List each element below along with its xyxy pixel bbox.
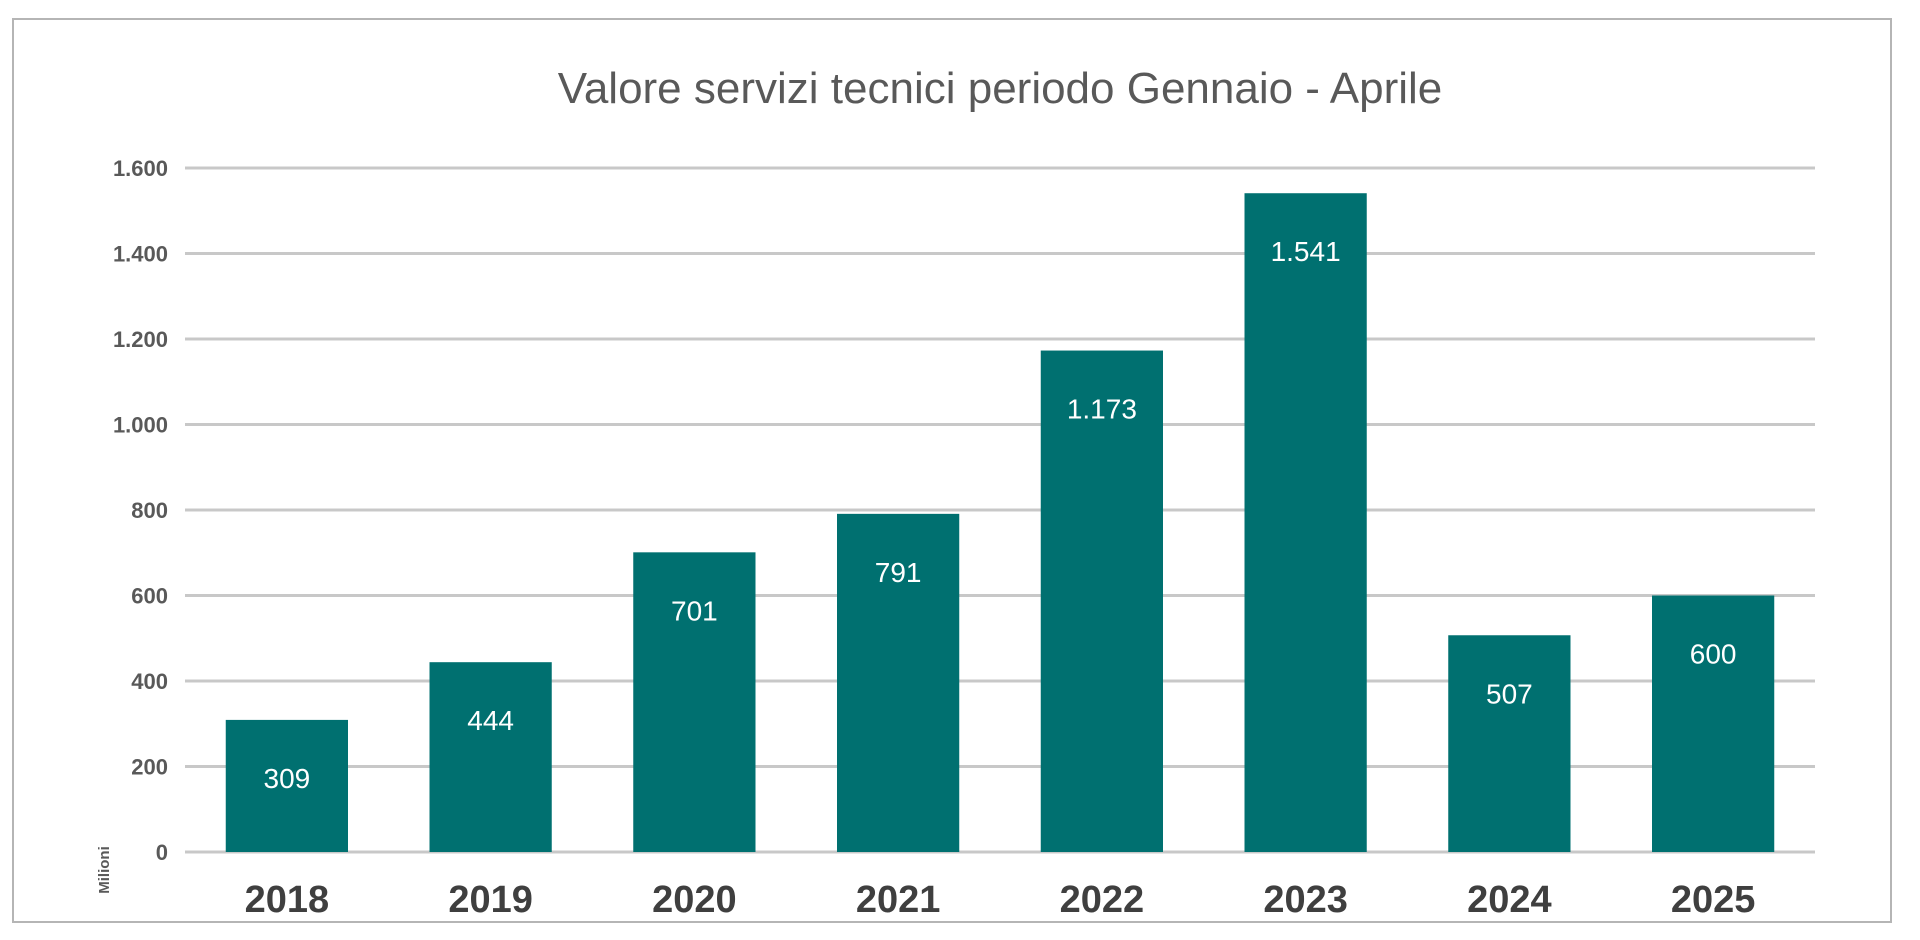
data-label-2022: 1.173 — [1067, 394, 1137, 425]
bar-2020 — [633, 552, 756, 852]
y-tick-label: 600 — [131, 584, 168, 609]
bar-2021 — [837, 513, 960, 852]
y-tick-label: 1.400 — [113, 242, 168, 267]
bar-2024 — [1448, 635, 1571, 852]
x-tick-label-2025: 2025 — [1671, 879, 1756, 921]
x-tick-label-2018: 2018 — [245, 879, 330, 921]
y-tick-label: 400 — [131, 669, 168, 694]
y-tick-label: 200 — [131, 755, 168, 780]
data-label-2023: 1.541 — [1271, 236, 1341, 267]
x-tick-label-2022: 2022 — [1060, 879, 1145, 921]
y-tick-label: 1.600 — [113, 156, 168, 181]
y-tick-label: 800 — [131, 498, 168, 523]
x-tick-label-2020: 2020 — [652, 879, 737, 921]
data-label-2021: 791 — [875, 557, 922, 588]
data-label-2020: 701 — [671, 595, 718, 626]
y-axis-ticks: 0 200 400 600 800 1.000 1.200 1.400 1.600 — [113, 156, 168, 865]
bars — [225, 193, 1775, 852]
bar-2022 — [1040, 350, 1163, 852]
data-label-2025: 600 — [1690, 639, 1737, 670]
bar-2018 — [225, 719, 348, 852]
bar-2019 — [429, 662, 552, 852]
y-tick-label: 0 — [156, 840, 168, 865]
data-label-2024: 507 — [1486, 678, 1533, 709]
y-tick-label: 1.000 — [113, 413, 168, 438]
data-label-2019: 444 — [467, 705, 514, 736]
x-tick-label-2024: 2024 — [1467, 879, 1552, 921]
x-tick-label-2023: 2023 — [1263, 879, 1348, 921]
data-label-2018: 309 — [264, 763, 311, 794]
bar-2025 — [1652, 595, 1775, 852]
y-tick-label: 1.200 — [113, 327, 168, 352]
chart-title: Valore servizi tecnici periodo Gennaio -… — [558, 64, 1443, 113]
x-axis-ticks: 2018 2019 2020 2021 2022 2023 2024 2025 — [245, 879, 1756, 921]
x-tick-label-2019: 2019 — [448, 879, 533, 921]
x-tick-label-2021: 2021 — [856, 879, 941, 921]
bar-2023 — [1244, 193, 1367, 852]
y-axis-unit-label: Milioni — [96, 846, 113, 894]
data-labels: 309 444 701 791 1.173 1.541 507 600 — [264, 236, 1737, 794]
